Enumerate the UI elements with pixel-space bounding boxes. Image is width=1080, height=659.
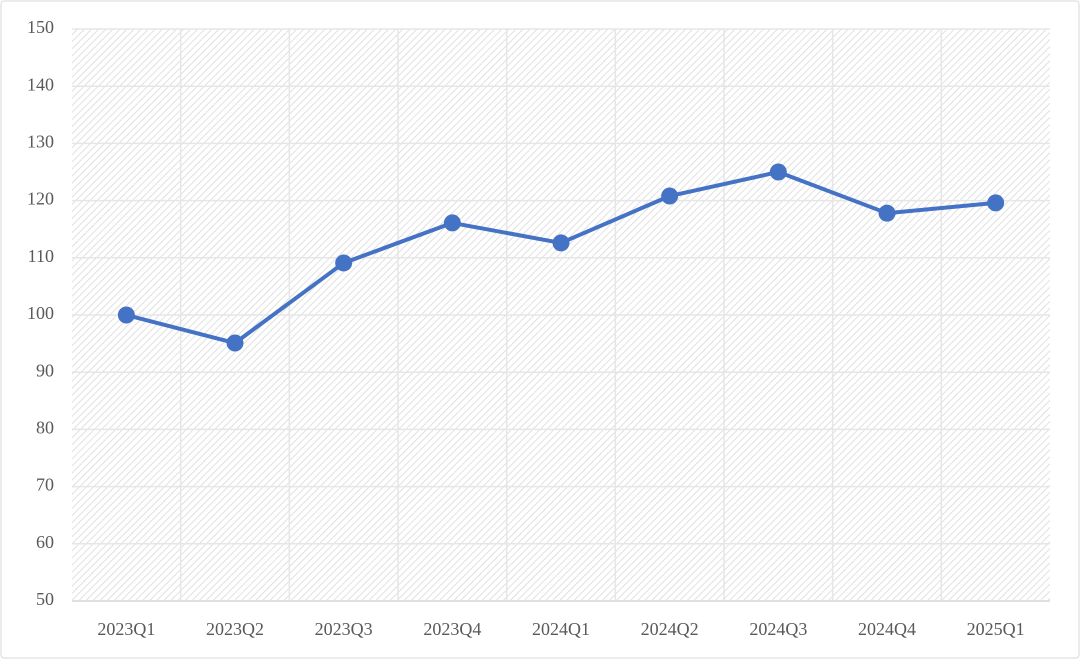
x-tick-label: 2023Q1 — [97, 619, 155, 639]
x-tick-label: 2023Q2 — [206, 619, 264, 639]
data-point — [117, 306, 135, 324]
x-tick-label: 2024Q1 — [532, 619, 590, 639]
plot-layer: 50 60 70 80 90 100 110 120 130 140 150 2023Q1 2023Q2… — [27, 17, 1050, 639]
x-tick-label: 2024Q3 — [749, 619, 807, 639]
x-tick-label: 2024Q4 — [858, 619, 916, 639]
data-point — [226, 334, 244, 352]
data-point — [443, 214, 461, 232]
y-tick-label: 50 — [36, 589, 54, 609]
y-tick-label: 100 — [27, 303, 54, 323]
y-tick-label: 120 — [27, 189, 54, 209]
data-point — [661, 187, 679, 205]
y-tick-label: 90 — [36, 360, 54, 380]
y-tick-label: 150 — [27, 17, 54, 37]
data-point — [335, 254, 353, 272]
data-point — [769, 163, 787, 181]
data-point — [987, 194, 1005, 212]
data-point — [552, 234, 570, 252]
x-tick-label: 2023Q3 — [315, 619, 373, 639]
x-tick-label: 2023Q4 — [423, 619, 481, 639]
y-tick-label: 70 — [36, 475, 54, 495]
y-tick-label: 140 — [27, 74, 54, 94]
x-tick-label: 2024Q2 — [641, 619, 699, 639]
y-tick-label: 110 — [28, 246, 54, 266]
x-tick-label: 2025Q1 — [967, 619, 1025, 639]
y-tick-label: 130 — [27, 132, 54, 152]
y-tick-label: 60 — [36, 532, 54, 552]
data-point — [878, 204, 896, 222]
y-tick-label: 80 — [36, 418, 54, 438]
